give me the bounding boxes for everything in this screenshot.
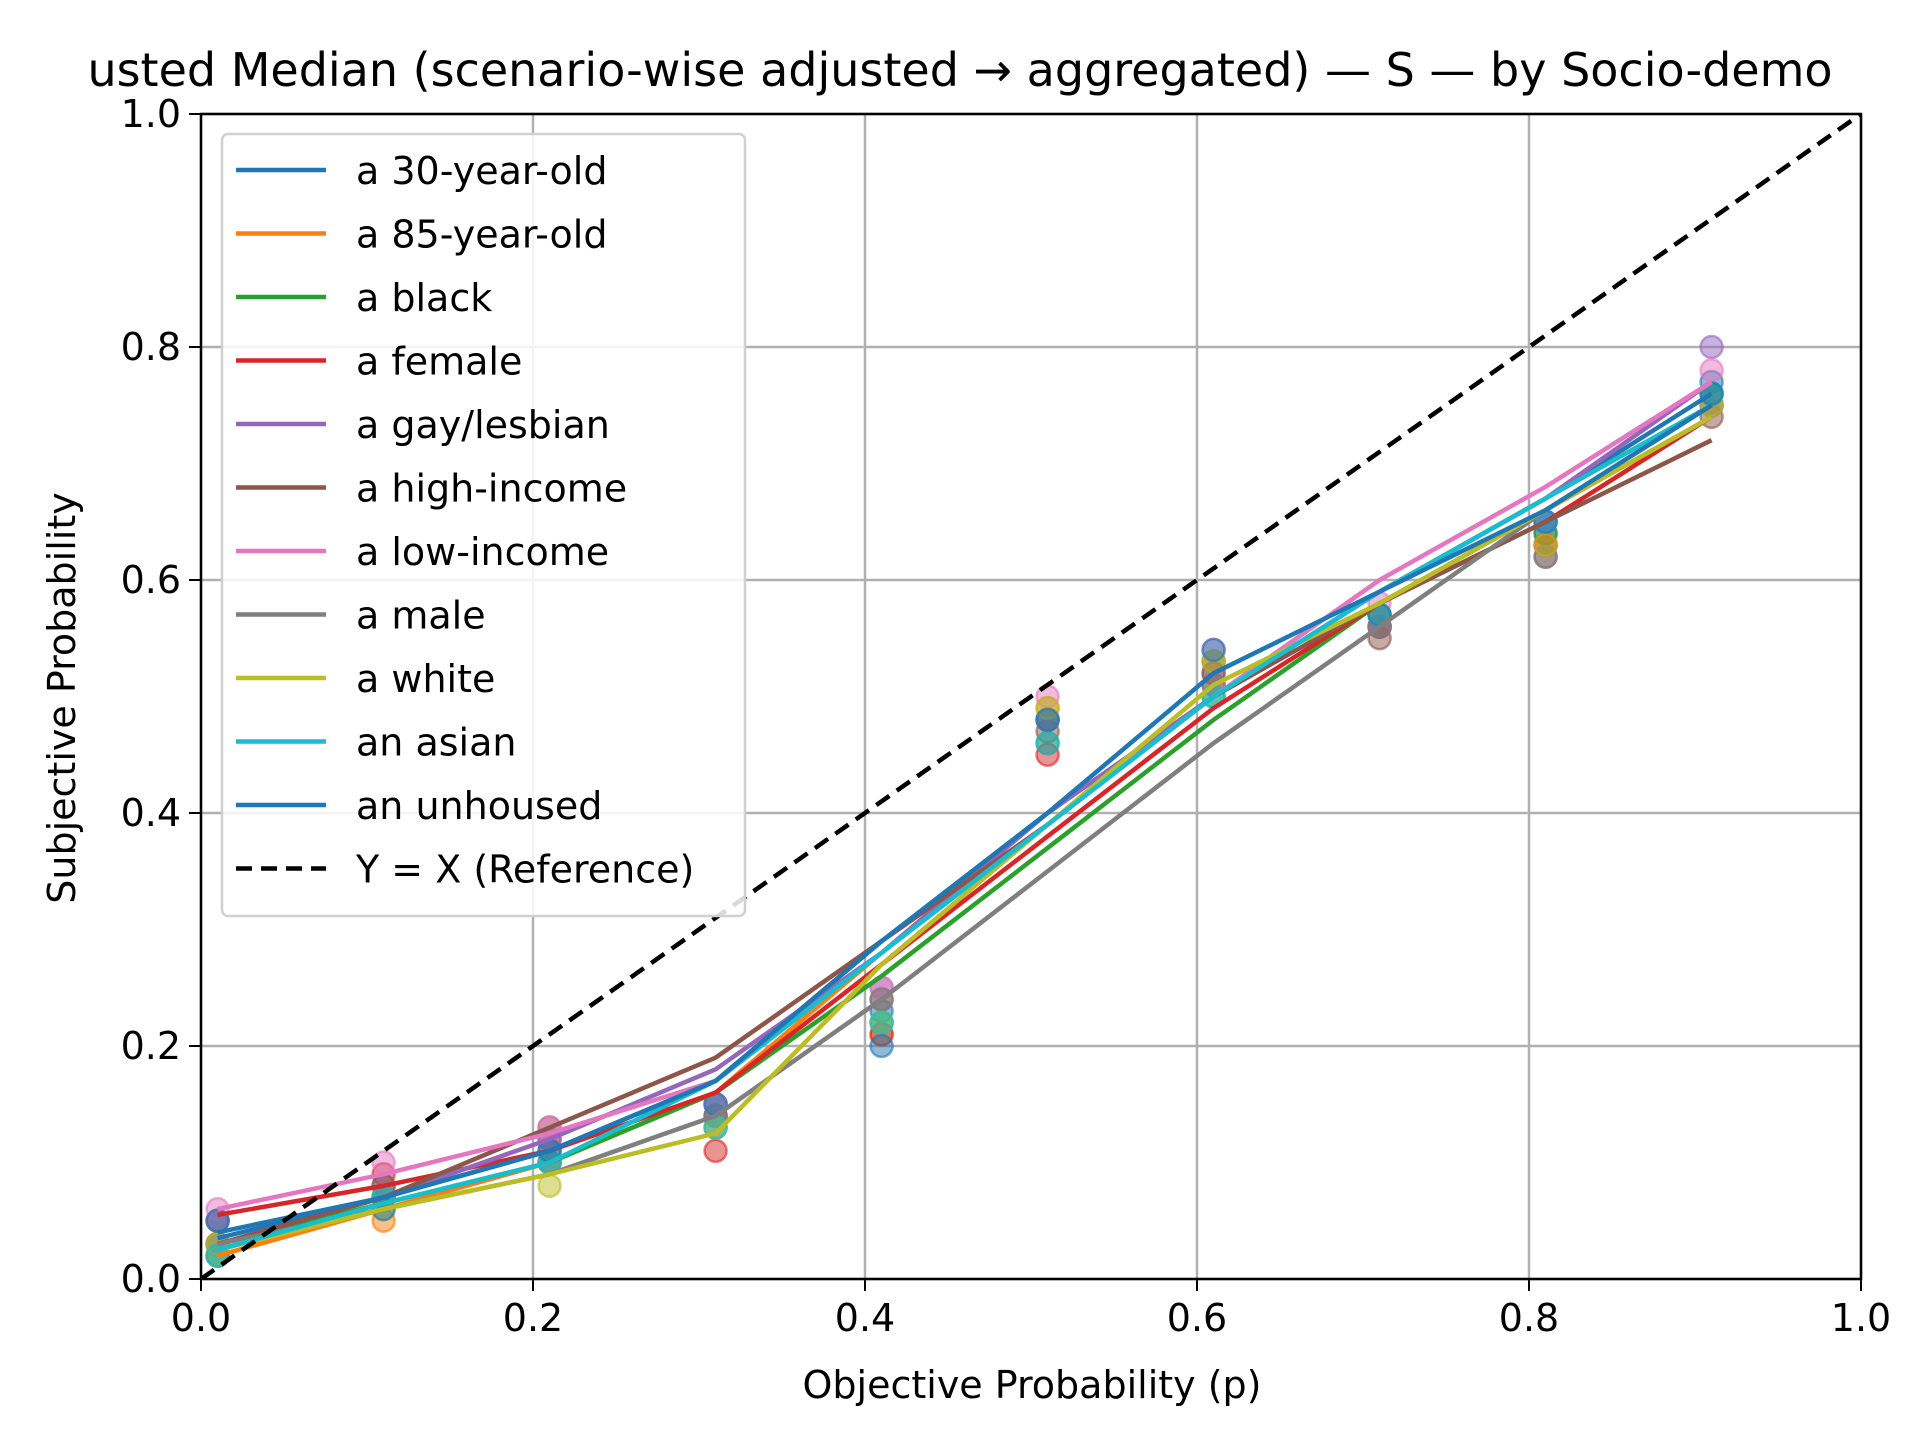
y-tick-label: 1.0 <box>121 92 181 136</box>
y-tick-label: 0.0 <box>121 1257 181 1301</box>
legend-label: a white <box>356 657 495 701</box>
x-tick-label: 0.8 <box>1499 1296 1559 1340</box>
x-axis-label: Objective Probability (p) <box>803 1363 1262 1407</box>
legend: a 30-year-old a 85-year-old a black a femal… <box>220 132 747 918</box>
legend-label: Y = X (Reference) <box>355 848 694 892</box>
y-tick-label: 0.4 <box>121 791 181 835</box>
reference-line <box>201 114 1861 1279</box>
legend-label: an asian <box>356 721 516 765</box>
series-line <box>217 403 1713 1235</box>
legend-box <box>220 132 747 918</box>
data-point <box>1533 532 1558 558</box>
data-point <box>869 1033 894 1059</box>
y-tick-label: 0.8 <box>121 325 181 369</box>
legend-label: a low-income <box>356 530 609 574</box>
plot-area: 0.0 0.2 0.4 0.6 0.8 1.0 0.0 0.2 0.4 0.6 0.8 1.0 <box>121 92 1892 1340</box>
legend-label: a gay/lesbian <box>356 403 610 447</box>
data-point <box>1035 707 1060 733</box>
legend-label: a female <box>356 340 522 384</box>
x-tick-label: 0.0 <box>171 1296 231 1340</box>
legend-label: a 85-year-old <box>356 213 607 257</box>
x-tick-label: 0.6 <box>1167 1296 1227 1340</box>
x-tick-label: 0.4 <box>835 1296 895 1340</box>
legend-label: an unhoused <box>356 784 602 828</box>
y-tick-label: 0.2 <box>121 1024 181 1068</box>
data-layer <box>201 114 1861 1279</box>
legend-label: a high-income <box>356 467 627 511</box>
series-line <box>216 438 1713 1247</box>
x-tick-label: 0.2 <box>503 1296 563 1340</box>
data-point <box>1035 730 1060 756</box>
y-axis-label: Subjective Probability <box>40 492 84 903</box>
x-tick-label: 1.0 <box>1831 1296 1891 1340</box>
legend-label: a black <box>356 276 492 320</box>
data-point <box>1201 637 1226 663</box>
data-point <box>537 1173 562 1199</box>
series-line <box>217 414 1713 1253</box>
axes-frame <box>199 112 1863 1281</box>
y-tick-label: 0.6 <box>121 558 181 602</box>
legend-label: a male <box>356 594 486 638</box>
chart-title: usted Median (scenario-wise adjusted → a… <box>87 43 1832 97</box>
data-point <box>869 1010 894 1035</box>
data-point <box>1699 334 1724 360</box>
data-point <box>1699 358 1724 383</box>
data-point <box>703 1138 728 1164</box>
legend-label: a 30-year-old <box>356 149 607 193</box>
series-line <box>216 403 1713 1253</box>
